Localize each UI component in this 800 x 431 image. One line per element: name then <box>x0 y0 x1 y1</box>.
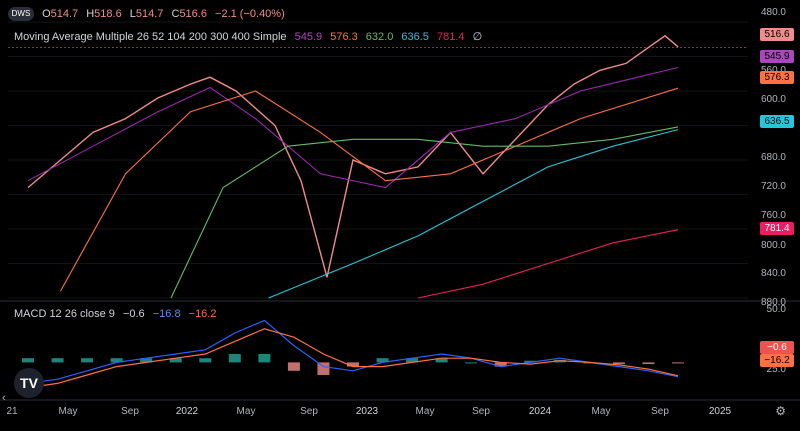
macd-legend[interactable]: MACD 12 26 close 9 −0.6 −16.8 −16.2 <box>14 308 221 320</box>
macd-histogram-bar <box>406 358 419 363</box>
macd-histogram-bar <box>228 354 241 363</box>
series-line-26 <box>27 66 679 189</box>
macd-histogram-bar <box>287 362 300 371</box>
ma-value: 632.0 <box>365 31 394 43</box>
macd-histogram-bar <box>51 358 64 363</box>
price-tick-label: 760.0 <box>760 210 786 221</box>
series-line-price <box>27 34 679 278</box>
low-label: L <box>129 7 136 20</box>
macd-histogram-bar <box>465 362 478 364</box>
series-line-200 <box>268 129 679 299</box>
ma-value: 636.5 <box>401 31 429 43</box>
price-tick-label: 720.0 <box>760 181 786 192</box>
macd-histogram-bar <box>140 358 153 363</box>
ma-legend-title: Moving Average Multiple 26 52 104 200 30… <box>14 31 287 43</box>
macd-legend-title: MACD 12 26 close 9 <box>14 308 115 320</box>
macd-value: −0.6 <box>122 308 145 320</box>
price-tick-label: 680.0 <box>760 152 786 163</box>
macd-histogram-bar <box>317 362 330 375</box>
tradingview-logo-icon[interactable]: TV <box>14 368 44 398</box>
low-value: 514.7 <box>135 7 164 20</box>
price-badge: 781.4 <box>760 222 794 235</box>
ma-value: ∅ <box>472 31 483 43</box>
change-value: −2.1 (−0.40%) <box>215 7 285 20</box>
macd-histogram-bar <box>494 362 507 367</box>
time-tick-label: 21 <box>6 406 18 417</box>
macd-tick-label: 50.0 <box>766 304 786 315</box>
macd-histogram-bar <box>612 362 625 365</box>
time-tick-label: 2023 <box>355 406 379 417</box>
macd-histogram-bar <box>169 358 182 363</box>
macd-signal-line <box>27 328 679 389</box>
time-tick-label: 2022 <box>175 406 199 417</box>
macd-histogram-bar <box>524 360 537 363</box>
macd-badge: −0.6 <box>760 341 794 354</box>
macd-histogram-bar <box>110 358 123 363</box>
ma-legend[interactable]: Moving Average Multiple 26 52 104 200 30… <box>14 30 487 43</box>
time-tick-label: May <box>58 406 78 417</box>
series-line-52 <box>60 87 679 292</box>
ma-value: 545.9 <box>294 31 323 43</box>
ohlc-legend: DWS O514.7 H518.6 L514.7 C516.6 −2.1 (−0… <box>8 7 290 21</box>
macd-histogram-bar <box>435 358 448 363</box>
macd-histogram-bar <box>199 358 212 363</box>
open-value: 514.7 <box>50 7 79 20</box>
time-tick-label: 2024 <box>528 406 552 417</box>
macd-histogram-bar <box>22 358 34 363</box>
symbol-icon[interactable]: DWS <box>8 7 34 21</box>
scroll-left-icon[interactable]: ‹ <box>2 392 6 404</box>
time-tick-label: Sep <box>300 406 318 417</box>
series-line-300 <box>417 229 679 299</box>
time-tick-label: May <box>415 406 435 417</box>
time-tick-label: Sep <box>651 406 669 417</box>
price-tick-label: 880.0 <box>760 297 786 308</box>
price-badge: 516.6 <box>760 28 794 41</box>
macd-badge: −16.2 <box>760 354 794 367</box>
time-tick-label: May <box>236 406 256 417</box>
macd-histogram-bar <box>347 362 359 367</box>
macd-value: −16.2 <box>188 308 217 320</box>
open-label: O <box>42 7 51 20</box>
close-label: C <box>171 7 180 20</box>
price-tick-label: 600.0 <box>760 94 786 105</box>
price-badge: 576.3 <box>760 71 794 84</box>
price-tick-label: 840.0 <box>760 268 786 279</box>
price-tick-label: 560.0 <box>761 65 786 76</box>
macd-histogram-bar <box>258 354 271 363</box>
high-value: 518.6 <box>94 7 122 20</box>
macd-histogram-bar <box>376 358 389 363</box>
ma-value: 576.3 <box>330 31 358 43</box>
macd-line <box>27 319 679 384</box>
macd-histogram-bar <box>642 362 655 365</box>
gear-icon[interactable]: ⚙ <box>775 404 786 418</box>
high-label: H <box>86 7 95 20</box>
price-tick-label: 480.0 <box>760 7 786 18</box>
macd-histogram-bar <box>81 358 94 363</box>
time-tick-label: Sep <box>121 406 139 417</box>
macd-value: −16.8 <box>152 308 181 320</box>
ma-value: 781.4 <box>436 31 465 43</box>
price-tick-label: 800.0 <box>760 240 786 251</box>
time-tick-label: May <box>591 406 611 417</box>
time-tick-label: Sep <box>472 406 490 417</box>
series-line-104 <box>170 126 679 299</box>
close-value: 516.6 <box>179 7 207 20</box>
macd-tick-label: 25.0 <box>766 364 786 375</box>
price-badge: 545.9 <box>760 50 794 63</box>
price-badge: 636.5 <box>760 115 794 128</box>
time-tick-label: 2025 <box>708 406 732 417</box>
macd-histogram-bar <box>672 362 684 364</box>
